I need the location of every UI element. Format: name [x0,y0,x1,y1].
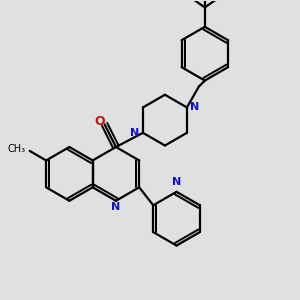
Text: N: N [172,177,181,187]
Text: CH₃: CH₃ [7,144,25,154]
Text: N: N [130,128,140,138]
Text: N: N [190,102,200,112]
Text: N: N [111,202,121,212]
Text: O: O [94,116,104,128]
